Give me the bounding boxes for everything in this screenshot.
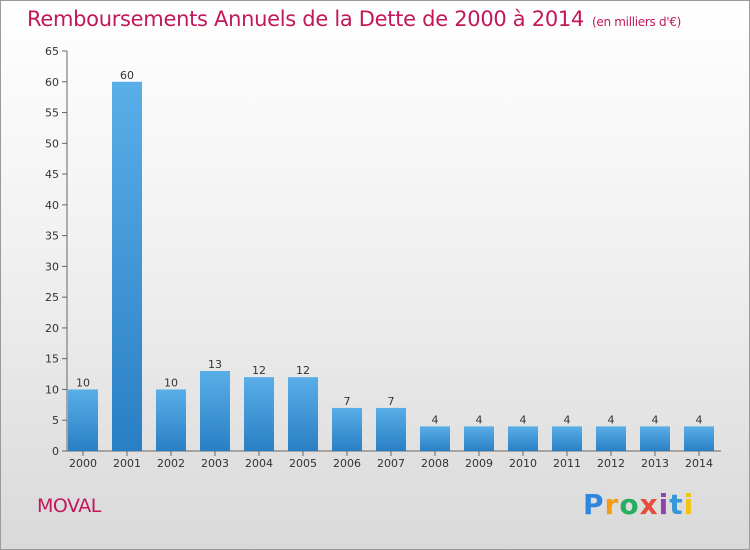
- x-tick-label: 2000: [69, 457, 97, 470]
- data-label: 12: [296, 364, 310, 377]
- chart-unit: (en milliers d'€): [592, 15, 682, 29]
- logo-letter: i: [683, 488, 695, 521]
- y-tick-label: 20: [45, 322, 59, 335]
- y-tick-label: 15: [45, 353, 59, 366]
- bar: [244, 377, 274, 451]
- bar: [112, 81, 142, 452]
- data-label: 10: [164, 376, 178, 389]
- data-label: 7: [344, 395, 351, 408]
- logo-letter: P: [583, 488, 605, 521]
- y-tick-label: 60: [45, 76, 59, 89]
- x-tick-label: 2004: [245, 457, 273, 470]
- bar: [596, 426, 626, 451]
- bar: [684, 426, 714, 451]
- logo-letter: i: [658, 488, 670, 521]
- data-labels: 10 60 10 13 12 12 7 7 4 4 4 4 4 4 4: [76, 69, 703, 427]
- bar: [376, 407, 406, 451]
- x-tick-label: 2008: [421, 457, 449, 470]
- x-tick-label: 2011: [553, 457, 581, 470]
- bar: [508, 426, 538, 451]
- x-tick-label: 2007: [377, 457, 405, 470]
- x-tick-label: 2006: [333, 457, 361, 470]
- commune-name: MOVAL: [37, 495, 101, 517]
- y-tick-label: 45: [45, 168, 59, 181]
- x-tick-label: 2010: [509, 457, 537, 470]
- data-label: 10: [76, 376, 90, 389]
- logo-letter: t: [669, 488, 684, 521]
- y-axis: 0 5 10 15 20 25 30 35 40 45 50 55 60 65: [45, 45, 68, 458]
- chart-title: Remboursements Annuels de la Dette de 20…: [27, 7, 681, 31]
- y-tick-label: 35: [45, 230, 59, 243]
- y-tick-label: 25: [45, 291, 59, 304]
- x-tick-label: 2009: [465, 457, 493, 470]
- data-label: 4: [432, 413, 439, 426]
- y-tick-label: 5: [52, 414, 59, 427]
- x-tick-label: 2014: [685, 457, 713, 470]
- bar: [156, 389, 186, 451]
- data-label: 4: [696, 413, 703, 426]
- chart-title-text: Remboursements Annuels de la Dette de 20…: [27, 7, 584, 31]
- data-label: 7: [388, 395, 395, 408]
- x-tick-label: 2003: [201, 457, 229, 470]
- x-axis: 2000 2001 2002 2003 2004 2005 2006 2007 2008 2009…: [67, 450, 721, 470]
- y-tick-label: 40: [45, 199, 59, 212]
- x-tick-label: 2002: [157, 457, 185, 470]
- bar: [332, 407, 362, 451]
- bar: [464, 426, 494, 451]
- x-tick-label: 2005: [289, 457, 317, 470]
- logo-letter: o: [619, 488, 640, 521]
- data-label: 12: [252, 364, 266, 377]
- bar: [68, 389, 98, 451]
- bar: [552, 426, 582, 451]
- x-tick-label: 2001: [113, 457, 141, 470]
- y-tick-label: 0: [52, 445, 59, 458]
- data-label: 60: [120, 69, 134, 82]
- data-label: 4: [652, 413, 659, 426]
- logo-letter: x: [639, 488, 659, 521]
- bar: [420, 426, 450, 451]
- data-label: 13: [208, 358, 222, 371]
- y-tick-label: 50: [45, 137, 59, 150]
- x-tick-label: 2013: [641, 457, 669, 470]
- y-tick-label: 65: [45, 45, 59, 58]
- bar: [640, 426, 670, 451]
- y-tick-label: 30: [45, 260, 59, 273]
- proxiti-logo[interactable]: Proxiti: [583, 488, 694, 521]
- data-label: 4: [520, 413, 527, 426]
- y-tick-label: 55: [45, 107, 59, 120]
- bar: [200, 371, 230, 451]
- data-label: 4: [476, 413, 483, 426]
- data-label: 4: [608, 413, 615, 426]
- x-tick-label: 2012: [597, 457, 625, 470]
- data-label: 4: [564, 413, 571, 426]
- y-tick-label: 10: [45, 383, 59, 396]
- bar: [288, 377, 318, 451]
- logo-letter: r: [604, 488, 620, 521]
- bars: [68, 81, 714, 452]
